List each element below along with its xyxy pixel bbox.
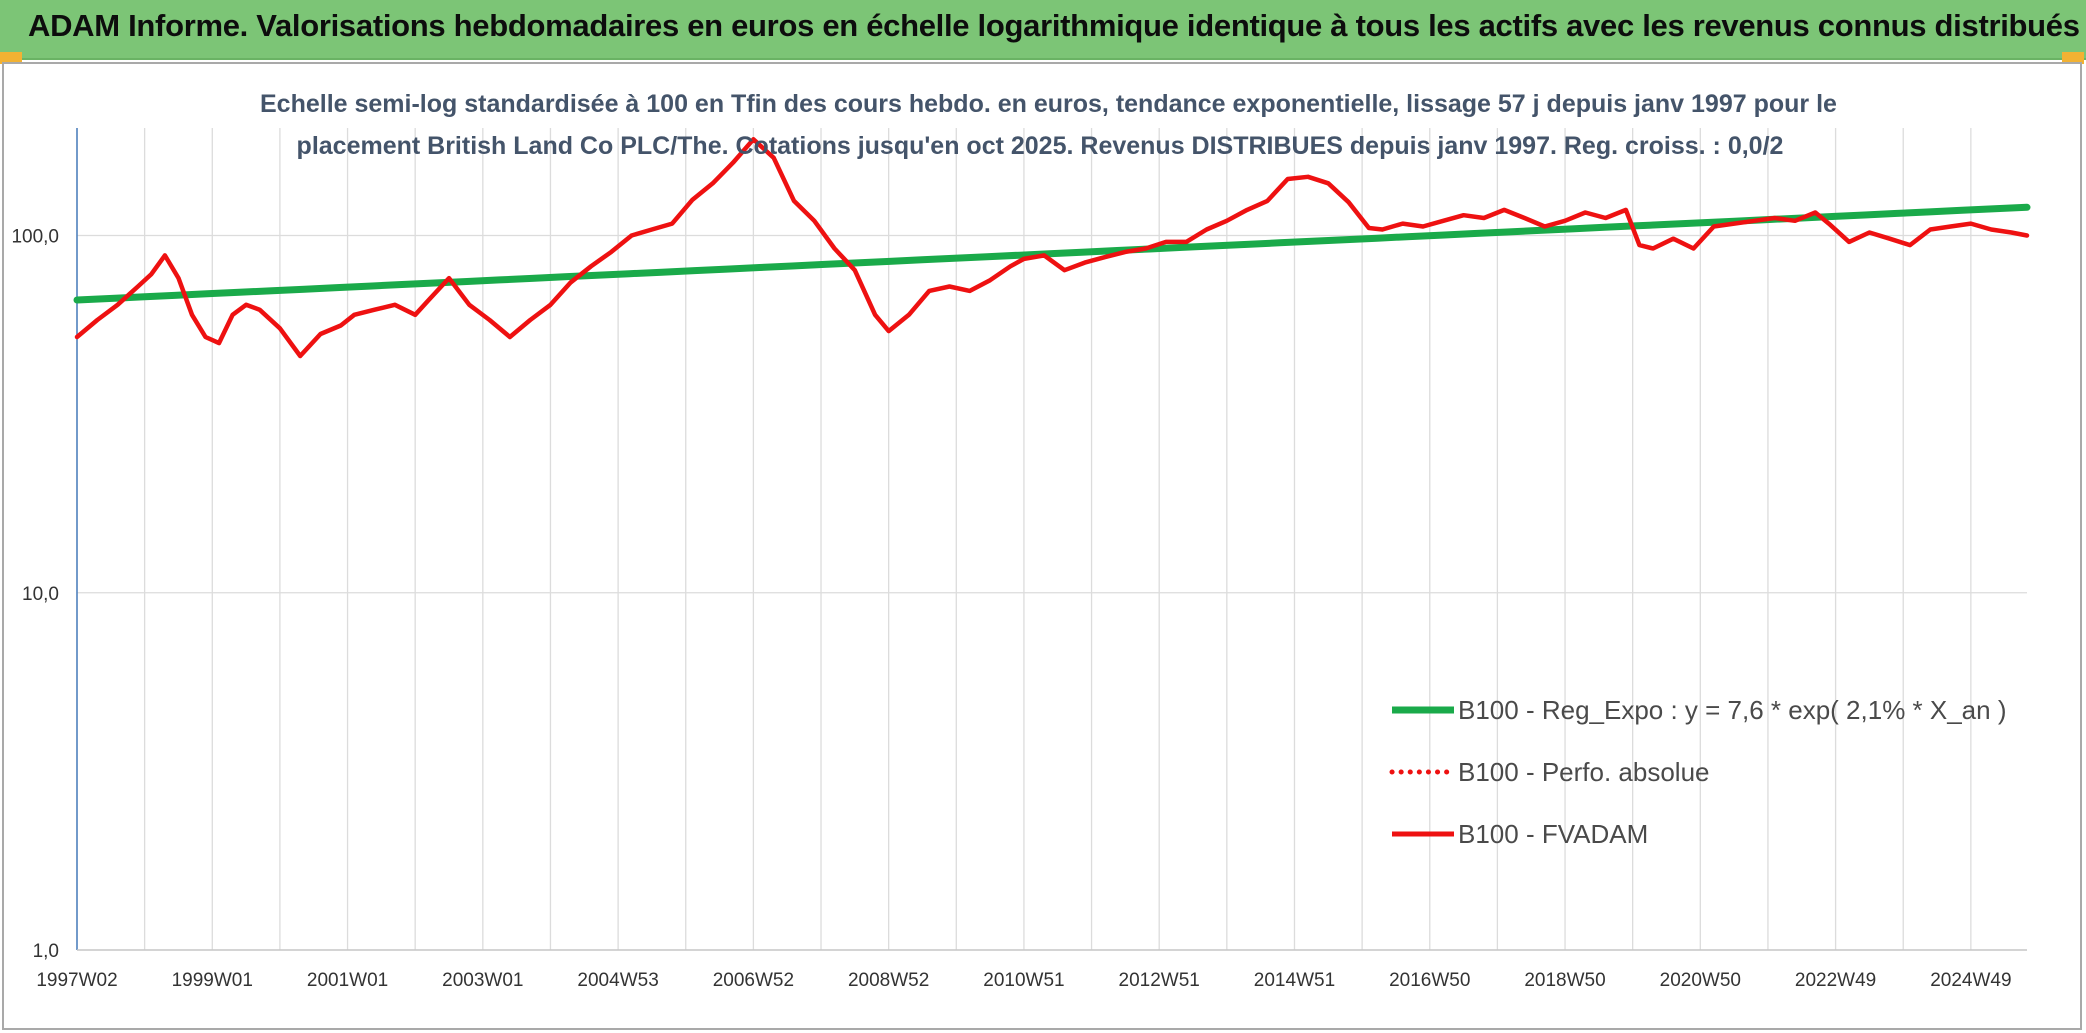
corner-accent-left: [0, 52, 22, 64]
legend-label-1: B100 - Perfo. absolue: [1458, 757, 1710, 787]
x-tick-label: 2024W49: [1930, 970, 2011, 991]
x-tick-label: 2020W50: [1660, 970, 1741, 991]
legend: B100 - Reg_Expo : y = 7,6 * exp( 2,1% * …: [1389, 695, 2007, 849]
x-tick-label: 2004W53: [577, 970, 658, 991]
series-line-2: [74, 137, 2030, 359]
chart-title-line-2: placement British Land Co PLC/The. Cotat…: [296, 132, 1784, 160]
series-line-0: [73, 203, 2031, 304]
axes: [76, 128, 2027, 951]
y-tick-label: 100,0: [11, 227, 59, 248]
x-tick-label: 2008W52: [848, 970, 929, 991]
x-tick-label: 2003W01: [442, 970, 523, 991]
x-tick-label: 1997W02: [36, 970, 117, 991]
tick-labels: 1,0 10,0 100,0 1997W02 1999W01 2001W01 2003W01…: [11, 227, 2011, 991]
report-header: ADAM Informe. Valorisations hebdomadaire…: [0, 0, 2086, 60]
y-tick-label: 10,0: [22, 584, 59, 605]
chart-title-line-1: Echelle semi-log standardisée à 100 en T…: [260, 90, 1837, 118]
x-tick-label: 2010W51: [983, 970, 1064, 991]
x-tick-label: 2014W51: [1254, 970, 1335, 991]
series-lines: [73, 137, 2031, 359]
x-tick-label: 2001W01: [307, 970, 388, 991]
x-tick-label: 2018W50: [1524, 970, 1605, 991]
legend-label-0: B100 - Reg_Expo : y = 7,6 * exp( 2,1% * …: [1458, 695, 2007, 725]
x-tick-label: 2006W52: [713, 970, 794, 991]
x-tick-label: 2012W51: [1119, 970, 1200, 991]
y-tick-label: 1,0: [33, 941, 59, 962]
report-title: ADAM Informe. Valorisations hebdomadaire…: [28, 8, 2080, 43]
x-tick-label: 2016W50: [1389, 970, 1470, 991]
legend-label-2: B100 - FVADAM: [1458, 819, 1648, 849]
x-tick-label: 2022W49: [1795, 970, 1876, 991]
corner-accent-right: [2062, 52, 2084, 64]
x-tick-label: 1999W01: [172, 970, 253, 991]
grid-lines: [77, 128, 2027, 951]
